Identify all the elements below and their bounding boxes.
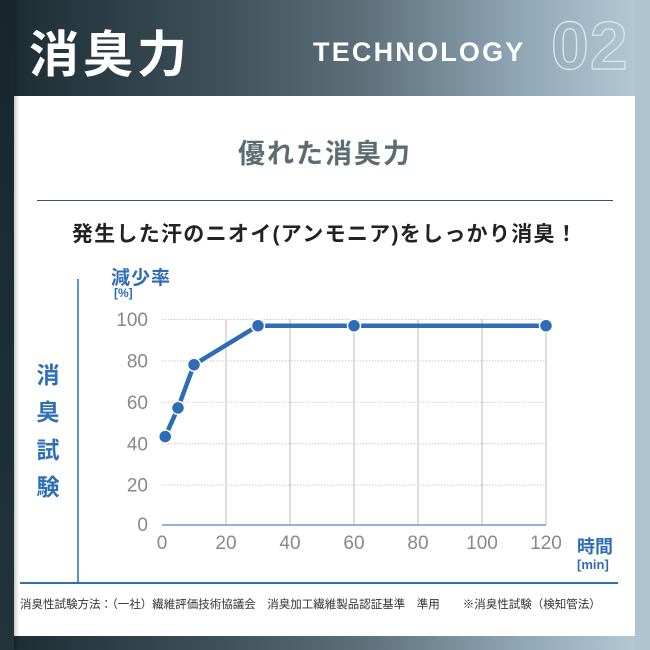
svg-text:60: 60 [343, 533, 364, 554]
svg-text:20: 20 [127, 476, 148, 497]
svg-text:0: 0 [157, 533, 168, 554]
svg-text:100: 100 [116, 310, 148, 331]
svg-text:40: 40 [127, 434, 148, 455]
svg-text:100: 100 [466, 533, 498, 554]
svg-text:80: 80 [407, 533, 428, 554]
svg-text:60: 60 [127, 393, 148, 414]
svg-text:20: 20 [215, 533, 236, 554]
svg-text:40: 40 [279, 533, 300, 554]
svg-text:0: 0 [137, 515, 148, 536]
svg-text:120: 120 [530, 533, 562, 554]
svg-text:80: 80 [127, 352, 148, 373]
